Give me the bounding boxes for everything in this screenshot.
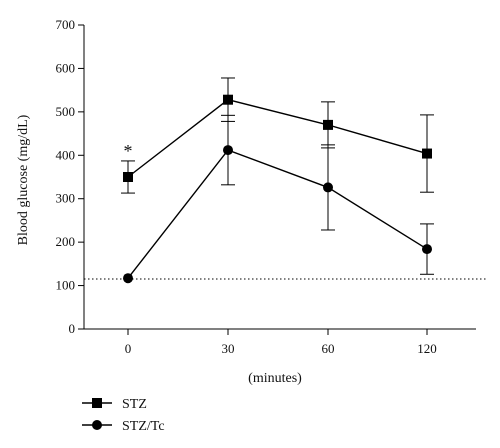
y-tick-label: 700: [56, 17, 76, 32]
y-tick-label: 100: [56, 278, 76, 293]
legend-item-stz: STZ: [82, 397, 147, 412]
data-point-stz: [223, 94, 233, 105]
x-axis-title: (minutes): [248, 371, 302, 386]
series-line-stz: [127, 98, 428, 178]
y-tick-label: 500: [56, 104, 76, 119]
data-point-stz: [422, 148, 432, 159]
series-line-stz-tc: [127, 149, 428, 279]
data-point-stz: [123, 172, 133, 182]
x-tick-label: 30: [222, 341, 235, 356]
legend-label-stz: STZ: [122, 397, 147, 412]
legend-marker-stz-tc: [92, 420, 102, 430]
x-tick-label: 0: [125, 341, 132, 356]
series-layer: [121, 77, 434, 284]
data-point-stz-tc: [323, 182, 333, 193]
y-tick-label: 300: [56, 191, 76, 206]
axes-layer: 0 100 200 300 400 500 600 700 0 30 60 120: [56, 17, 476, 356]
y-tick-label: 0: [69, 321, 76, 336]
data-point-stz: [323, 119, 333, 130]
data-point-stz-tc: [223, 145, 233, 156]
significance-marker: *: [124, 141, 133, 161]
legend: STZ STZ/Tc: [82, 397, 165, 434]
legend-marker-stz: [92, 398, 102, 408]
legend-item-stz-tc: STZ/Tc: [82, 419, 165, 434]
data-point-stz-tc: [422, 244, 432, 255]
x-tick-label: 60: [322, 341, 335, 356]
x-tick-label: 120: [417, 341, 437, 356]
legend-label-stz-tc: STZ/Tc: [122, 419, 165, 434]
y-tick-label: 400: [56, 147, 76, 162]
y-tick-label: 600: [56, 60, 76, 75]
annotation-layer: *: [124, 141, 133, 161]
series-stz-tc: [123, 114, 434, 284]
y-axis-title: Blood glucose (mg/dL): [16, 114, 31, 245]
y-tick-label: 200: [56, 234, 76, 249]
data-point-stz-tc: [123, 273, 133, 284]
series-stz: [121, 77, 434, 194]
